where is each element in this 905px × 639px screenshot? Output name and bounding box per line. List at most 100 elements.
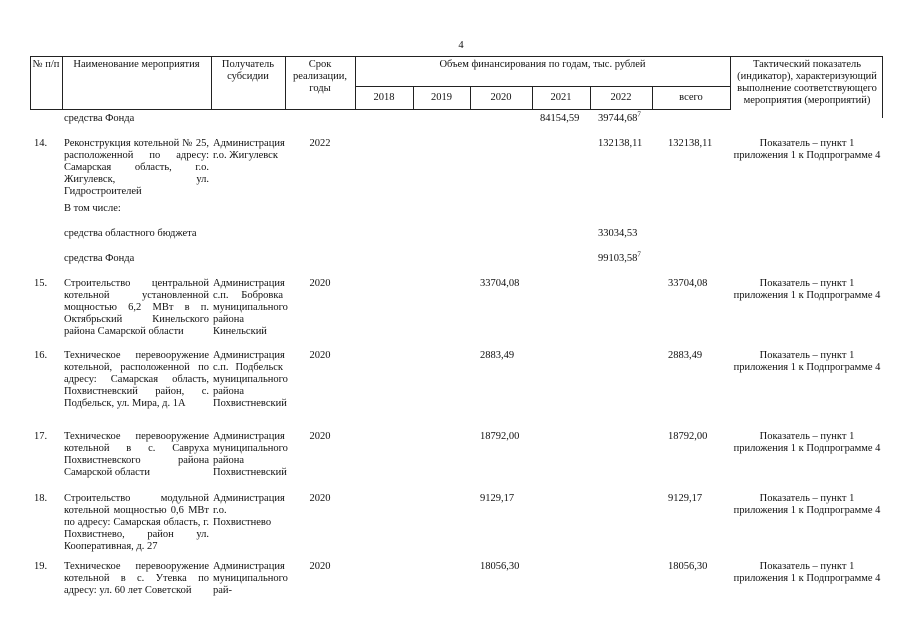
row-recipient-text: Администрация с.п. Бобровка муниципально…: [213, 278, 288, 337]
row-name: Техническое перевооружение котельной в с…: [64, 561, 209, 597]
header-name: Наименование мероприятия: [73, 59, 200, 70]
row-indicator: Показатель – пункт 1 приложения 1 к Подп…: [732, 493, 882, 517]
row-recipient: Администрация г.о. Похвистнево: [213, 493, 285, 529]
row-name: Реконструкция котельной № 25, расположен…: [64, 138, 209, 198]
row-term: 2022: [287, 138, 353, 150]
row-2020: 33704,08: [480, 278, 540, 290]
row-name-text: Техническое перевооружение котельной в с…: [64, 431, 209, 478]
row-total-text: 18792,00: [668, 431, 708, 442]
row-2022: 33034,53: [598, 228, 658, 240]
row-total: 18792,00: [668, 431, 730, 443]
page-number: 4: [458, 40, 464, 51]
header-year: 2019: [431, 92, 452, 103]
row-name-text: средства областного бюджета: [64, 228, 197, 239]
header-recipient: Получатель субсидии: [221, 59, 275, 82]
footnote-mark: 7: [637, 250, 641, 259]
row-2022-text: 132138,11: [598, 138, 643, 149]
row-indicator-text: Показатель – пункт 1 приложения 1 к Подп…: [733, 561, 881, 584]
row-num: 17.: [34, 431, 60, 443]
row-name-text: средства Фонда: [64, 113, 135, 124]
row-indicator-text: Показатель – пункт 1 приложения 1 к Подп…: [733, 278, 881, 301]
row-term: 2020: [287, 350, 353, 362]
row-term-text: 2020: [309, 278, 331, 289]
header-year: 2021: [550, 92, 572, 103]
row-indicator: Показатель – пункт 1 приложения 1 к Подп…: [732, 431, 882, 455]
row-term: 2020: [287, 561, 353, 573]
header-year: 2020: [490, 92, 512, 103]
row-total-text: 18056,30: [668, 561, 708, 572]
row-2022: 132138,11: [598, 138, 658, 150]
header-year: 2018: [373, 92, 395, 103]
row-2020-text: 33704,08: [480, 278, 520, 289]
header-funding: Объем финансирования по годам, тыс. рубл…: [439, 59, 646, 70]
row-name-text: В том числе:: [64, 203, 121, 214]
row-num-text: 18.: [34, 493, 48, 504]
row-name: В том числе:: [64, 203, 209, 215]
row-indicator-text: Показатель – пункт 1 приложения 1 к Подп…: [733, 138, 881, 161]
row-name-text: средства Фонда: [64, 253, 135, 264]
row-recipient-text: Администрация г.о. Жигулевск: [213, 138, 285, 161]
row-term-text: 2022: [309, 138, 331, 149]
row-2022: 99103,587: [598, 250, 658, 265]
row-2020-text: 18792,00: [480, 431, 520, 442]
row-num: 15.: [34, 278, 60, 290]
row-num-text: 19.: [34, 561, 48, 572]
row-recipient: Администрация г.о. Жигулевск: [213, 138, 285, 162]
row-recipient: Администрация с.п. Подбельск муниципальн…: [213, 350, 288, 410]
row-total-text: 2883,49: [668, 350, 703, 361]
header-indicator: Тактический показатель (индикатор), хара…: [737, 59, 877, 106]
row-2022-text: 39744,68: [598, 113, 638, 124]
row-total-text: 132138,11: [668, 138, 713, 149]
row-indicator: Показатель – пункт 1 приложения 1 к Подп…: [732, 138, 882, 162]
row-term: 2020: [287, 431, 353, 443]
row-indicator: Показатель – пункт 1 приложения 1 к Подп…: [732, 561, 882, 585]
row-2021-text: 84154,59: [540, 113, 580, 124]
row-total: 9129,17: [668, 493, 730, 505]
row-term-text: 2020: [309, 350, 331, 361]
row-name-text: Строительство модульной котельной мощнос…: [64, 493, 209, 552]
row-name: Техническое перевооружение котельной, ра…: [64, 350, 209, 410]
row-num-text: 16.: [34, 350, 48, 361]
row-2020-text: 9129,17: [480, 493, 515, 504]
row-total: 33704,08: [668, 278, 730, 290]
row-recipient: Администрация муниципального района Похв…: [213, 431, 288, 479]
row-2020: 18792,00: [480, 431, 540, 443]
header-total: всего: [679, 92, 703, 103]
row-total: 2883,49: [668, 350, 730, 362]
row-name: Строительство центральной котельной уста…: [64, 278, 209, 338]
row-indicator: Показатель – пункт 1 приложения 1 к Подп…: [732, 350, 882, 374]
row-num-text: 15.: [34, 278, 48, 289]
row-indicator-text: Показатель – пункт 1 приложения 1 к Подп…: [733, 431, 881, 454]
row-recipient: Администрация с.п. Бобровка муниципально…: [213, 278, 288, 338]
row-2022-text: 99103,58: [598, 253, 638, 264]
row-term-text: 2020: [309, 561, 331, 572]
row-name-text: Строительство центральной котельной уста…: [64, 278, 209, 337]
row-indicator-text: Показатель – пункт 1 приложения 1 к Подп…: [733, 350, 881, 373]
row-term-text: 2020: [309, 493, 331, 504]
row-name: средства Фонда: [64, 113, 209, 125]
row-num: 18.: [34, 493, 60, 505]
row-2022: 39744,687: [598, 110, 658, 125]
header-num: № п/п: [32, 59, 60, 70]
row-recipient-text: Администрация г.о. Похвистнево: [213, 493, 285, 528]
row-num-text: 17.: [34, 431, 48, 442]
row-recipient-text: Администрация муниципального района Похв…: [213, 431, 288, 478]
row-term-text: 2020: [309, 431, 331, 442]
row-2020: 2883,49: [480, 350, 540, 362]
row-recipient-text: Администрация муниципального рай-: [213, 561, 288, 596]
row-indicator: Показатель – пункт 1 приложения 1 к Подп…: [732, 278, 882, 302]
row-num: 19.: [34, 561, 60, 573]
row-name-text: Техническое перевооружение котельной в с…: [64, 561, 209, 596]
header-term: Срок реализации, годы: [293, 59, 347, 94]
row-term: 2020: [287, 278, 353, 290]
row-2020-text: 18056,30: [480, 561, 520, 572]
row-num: 14.: [34, 138, 60, 150]
row-indicator-text: Показатель – пункт 1 приложения 1 к Подп…: [733, 493, 881, 516]
row-total-text: 33704,08: [668, 278, 708, 289]
row-name-text: Техническое перевооружение котельной, ра…: [64, 350, 209, 409]
row-name: Строительство модульной котельной мощнос…: [64, 493, 209, 553]
row-recipient: Администрация муниципального рай-: [213, 561, 288, 597]
footnote-mark: 7: [637, 110, 641, 119]
row-total-text: 9129,17: [668, 493, 703, 504]
